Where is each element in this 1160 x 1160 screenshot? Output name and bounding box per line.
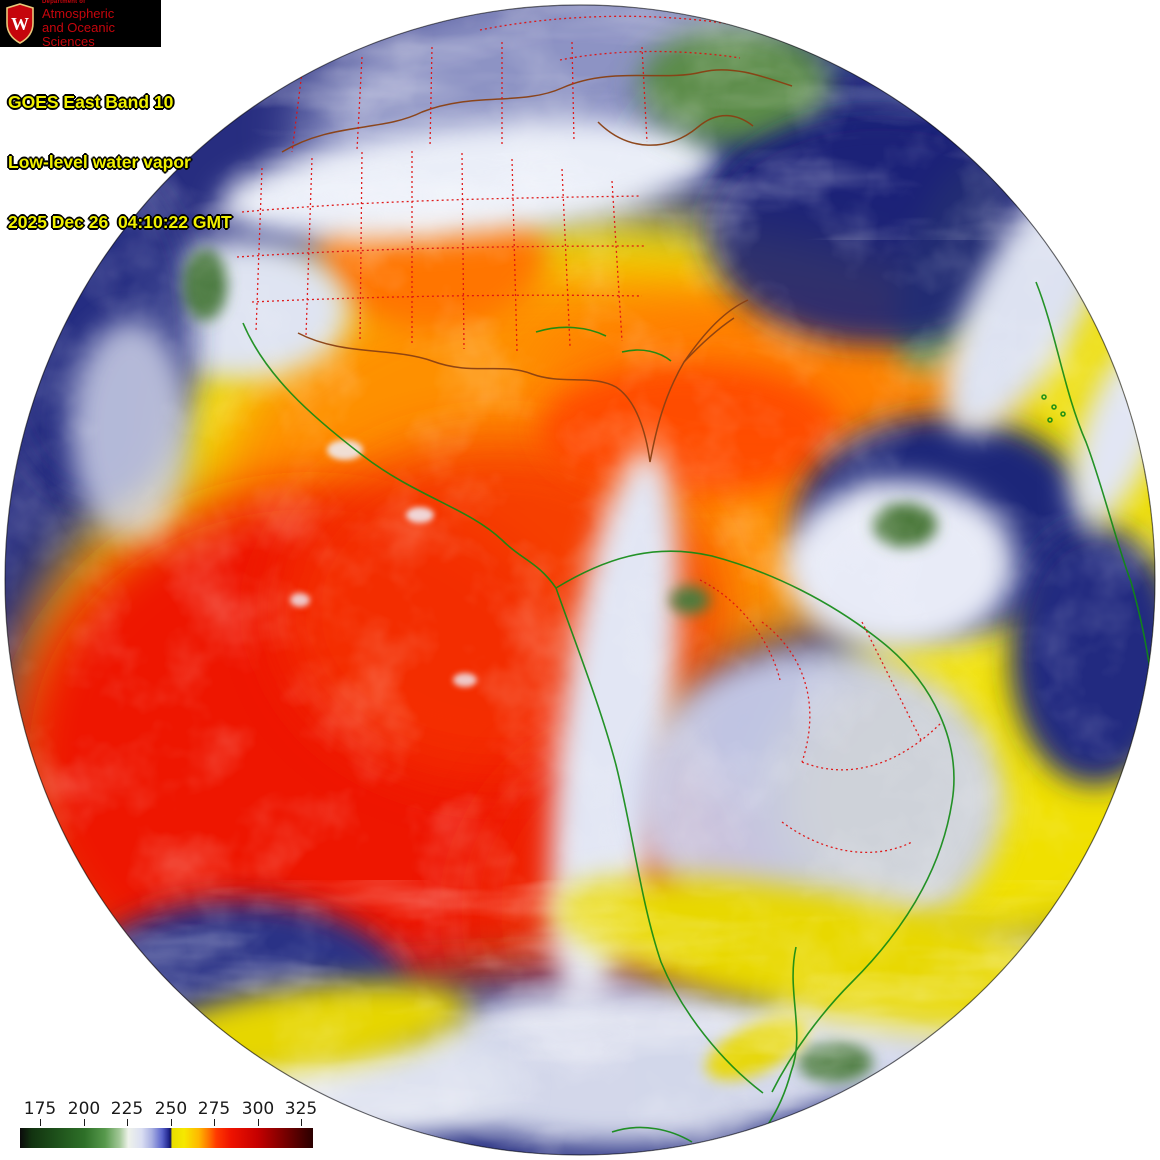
- logo-name-line1: Atmospheric: [42, 5, 115, 21]
- uw-aos-logo-banner: W Department of Atmospheric and Oceanic …: [0, 0, 161, 49]
- colorbar-tick-label: 225: [110, 1099, 144, 1119]
- colorbar-tick-label: 325: [284, 1099, 318, 1119]
- logo-department-label: Department of: [42, 0, 86, 5]
- title-timestamp: 2025 Dec 26 04:10:22 GMT: [8, 212, 232, 232]
- colorbar-tick: [258, 1119, 259, 1126]
- colorbar-gradient: [20, 1128, 313, 1148]
- colorbar-tick: [171, 1119, 172, 1126]
- colorbar-tick-label: 275: [197, 1099, 231, 1119]
- colorbar-tick: [84, 1119, 85, 1126]
- colorbar-tick-label: 250: [154, 1099, 188, 1119]
- globe-limb-outline: [4, 4, 1156, 1156]
- logo-text-block: Department of Atmospheric and Oceanic Sc…: [42, 0, 161, 49]
- colorbar-tick-label: 200: [67, 1099, 101, 1119]
- coastlines-brown: [281, 69, 793, 463]
- colorbar-tick-label: 175: [23, 1099, 57, 1119]
- uw-crest-icon: W: [6, 3, 34, 44]
- title-product: Low-level water vapor: [8, 152, 191, 172]
- logo-name-line2: and Oceanic Sciences: [42, 19, 115, 49]
- image-title-overlay: GOES East Band 10 Low-level water vapor …: [8, 52, 232, 252]
- title-satellite-band: GOES East Band 10: [8, 92, 174, 112]
- colorbar-tick: [40, 1119, 41, 1126]
- crest-letter: W: [11, 14, 29, 34]
- political-borders-red: [236, 15, 943, 853]
- colorbar-tick-label: 300: [241, 1099, 275, 1119]
- colorbar-tick: [127, 1119, 128, 1126]
- colorbar-tick: [214, 1119, 215, 1126]
- colorbar-tick: [301, 1119, 302, 1126]
- coastlines-green: [242, 281, 1154, 1143]
